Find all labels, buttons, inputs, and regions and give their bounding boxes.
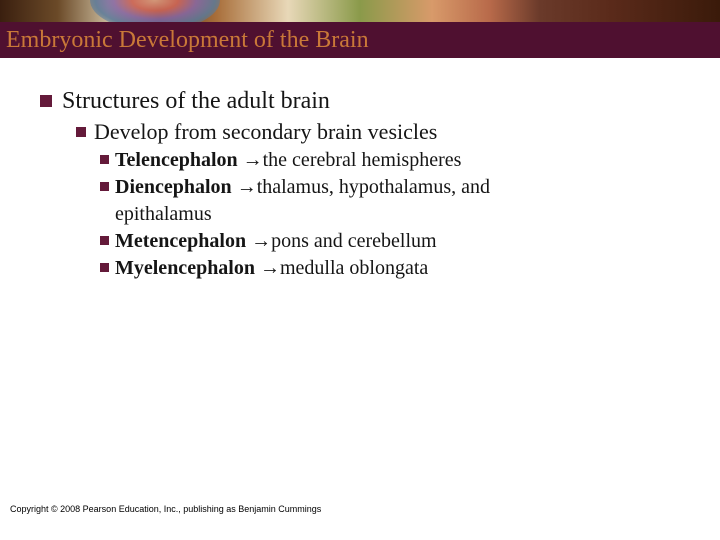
arrow-icon: → [251,230,271,252]
rest: medulla oblongata [280,257,428,279]
continuation-line: epithalamus [100,203,700,226]
arrow-icon: → [243,149,263,171]
rest: pons and cerebellum [271,230,437,252]
lvl3-text: Myelencephalon →medulla oblongata [115,257,428,280]
term: Telencephalon [115,149,243,171]
square-bullet-icon [40,95,52,107]
square-bullet-icon [100,155,109,164]
square-bullet-icon [100,236,109,245]
bullet-lvl3: Diencephalon →thalamus, hypothalamus, an… [100,176,700,199]
title-bar: Embryonic Development of the Brain [0,22,720,58]
page-title: Embryonic Development of the Brain [6,27,369,54]
bullet-lvl3: Metencephalon →pons and cerebellum [100,230,700,253]
arrow-icon: → [237,176,257,198]
lvl3-text: Diencephalon →thalamus, hypothalamus, an… [115,176,490,199]
rest: the cerebral hemispheres [263,149,462,171]
lvl2-text: Develop from secondary brain vesicles [94,119,437,145]
lvl3-text: Metencephalon →pons and cerebellum [115,230,437,253]
term: Myelencephalon [115,257,260,279]
continuation-text: epithalamus [115,203,212,226]
square-bullet-icon [100,182,109,191]
rest: thalamus, hypothalamus, and [257,176,490,198]
bullet-lvl3: Myelencephalon →medulla oblongata [100,257,700,280]
square-bullet-icon [100,263,109,272]
lvl3-text: Telencephalon →the cerebral hemispheres [115,149,461,172]
square-bullet-icon [76,127,86,137]
term: Metencephalon [115,230,251,252]
copyright-text: Copyright © 2008 Pearson Education, Inc.… [10,504,321,514]
arrow-icon: → [260,257,280,279]
bullet-lvl3: Telencephalon →the cerebral hemispheres [100,149,700,172]
term: Diencephalon [115,176,237,198]
bullet-lvl1: Structures of the adult brain [40,88,700,115]
bullet-lvl2: Develop from secondary brain vesicles [76,119,700,145]
content-area: Structures of the adult brain Develop fr… [40,88,700,284]
lvl1-text: Structures of the adult brain [62,88,330,115]
